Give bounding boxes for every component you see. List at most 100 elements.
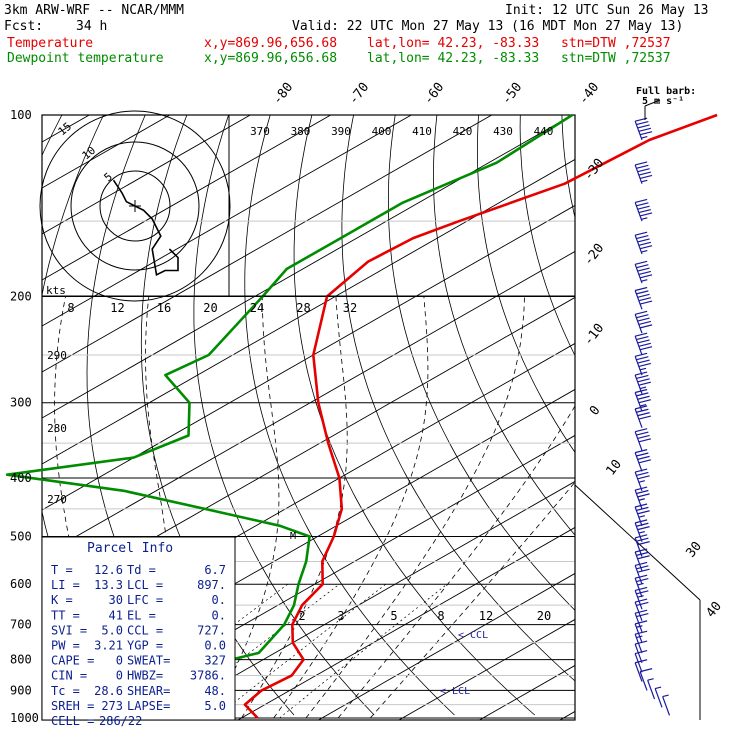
- wind-barb-shaft: [634, 314, 643, 334]
- mixing-ratio-label: 12: [479, 609, 493, 623]
- wind-barb-feather: [634, 598, 648, 603]
- wind-barb-feather: [637, 238, 650, 243]
- wind-barb-half-feather: [641, 249, 648, 253]
- isotherm-line: [398, 618, 575, 720]
- wind-barb-feather: [634, 640, 648, 645]
- wind-barb-feather: [636, 565, 649, 570]
- wind-barb: [634, 649, 648, 673]
- wind-barb: [634, 260, 653, 284]
- wind-barb-shaft: [634, 643, 643, 664]
- wind-barb-half-feather: [639, 367, 647, 371]
- ccl-marker: < CCL: [458, 630, 488, 641]
- wind-barb-feather: [636, 356, 649, 361]
- hodograph-unit: kts: [46, 284, 66, 297]
- wind-barb-feather: [634, 388, 648, 394]
- temperature-latlon: lat,lon= 42.23, -83.33: [367, 36, 540, 51]
- isotherm-line: [42, 115, 251, 235]
- parcel-row-value: 3.21: [94, 639, 123, 653]
- dry-adiabat: [477, 115, 575, 454]
- parcel-row-label: LI =: [51, 578, 80, 592]
- isotherm-label: -20: [581, 241, 607, 269]
- dewpoint-legend: Dewpoint temperature: [7, 51, 164, 66]
- wind-barb-feather: [637, 510, 650, 515]
- wind-barb-half-feather: [641, 135, 648, 139]
- wind-barb: [634, 428, 651, 451]
- parcel-row-label-2: CCL =: [127, 623, 163, 637]
- theta-left-label: 270: [47, 493, 67, 506]
- wind-barb: [634, 352, 651, 376]
- wind-barb-shaft: [634, 662, 643, 682]
- wind-barb: [634, 231, 653, 255]
- isotherm-label: -60: [421, 80, 447, 108]
- wind-barb-feather: [638, 127, 651, 132]
- parcel-row-label: CAPE =: [51, 654, 94, 668]
- wind-barb: [634, 640, 648, 664]
- isotherm-line: [237, 526, 575, 720]
- wind-barb: [647, 678, 656, 700]
- parcel-row-value: 41: [109, 608, 123, 622]
- wind-barb-feather: [638, 320, 651, 326]
- parcel-row-value: 13.3: [94, 578, 123, 592]
- wind-barb: [662, 694, 671, 716]
- wind-barb-feather: [637, 339, 650, 344]
- wind-barb-feather: [634, 534, 648, 539]
- wind-barb: [654, 686, 663, 708]
- hodograph-ring: [70, 141, 200, 271]
- parcel-row-value: 28.6: [94, 684, 123, 698]
- parcel-row-label: PW =: [51, 639, 80, 653]
- isotherm-label: -10: [581, 321, 607, 349]
- wind-barb-shaft: [634, 120, 643, 141]
- wind-barb-feather: [636, 612, 649, 618]
- isotherm-line: [157, 480, 575, 720]
- isotherm-line: [76, 434, 575, 720]
- wind-barb-feather: [636, 522, 649, 527]
- wind-barb-feather: [636, 590, 649, 595]
- theta-label: 370: [250, 125, 270, 138]
- mixed-layer-marker: M: [290, 531, 296, 542]
- wind-barb-feather: [637, 493, 650, 498]
- wind-barb-feather: [634, 405, 648, 410]
- wind-barb-feather: [634, 286, 648, 292]
- wind-barb: [634, 286, 653, 310]
- wind-barb-feather: [636, 264, 649, 269]
- wind-barb-feather: [634, 548, 648, 553]
- wind-barb-feather: [638, 399, 651, 404]
- wind-barb-feather: [636, 578, 649, 583]
- wind-barb-half-feather: [641, 279, 648, 282]
- wind-barb-feather: [637, 293, 650, 298]
- wind-barb: [634, 574, 649, 598]
- wind-barb-shaft: [634, 578, 643, 598]
- wind-barb-half-feather: [641, 217, 648, 220]
- wind-barb-feather: [637, 378, 650, 383]
- wind-barb-shaft: [647, 680, 656, 700]
- pressure-label: 300: [10, 396, 32, 410]
- barb-legend-units: 5 m s⁻¹: [642, 96, 684, 107]
- dry-adiabat: [604, 115, 740, 715]
- wind-barb-half-feather: [637, 582, 644, 586]
- wind-barb-feather: [638, 415, 651, 420]
- wind-barb-half-feather: [638, 498, 645, 501]
- hodograph-speed-label: 12: [110, 301, 124, 315]
- wind-barb-feather: [634, 468, 648, 473]
- wind-barb-feather: [637, 526, 650, 531]
- wind-barb-half-feather: [638, 480, 645, 483]
- wind-barb-feather: [639, 346, 653, 351]
- wind-barb-feather: [636, 314, 649, 319]
- lcl-marker: < LCL: [440, 686, 470, 697]
- pressure-label: 1000: [10, 711, 39, 725]
- wind-barb-feather: [634, 630, 648, 635]
- parcel-row-value-2: 3786.: [190, 669, 226, 683]
- wind-barb-feather: [636, 290, 649, 295]
- wind-barb-feather: [637, 455, 650, 460]
- wind-barb-feather: [636, 164, 649, 169]
- dry-adiabat: [193, 115, 375, 716]
- temperature-station: stn=DTW ,72537: [561, 36, 671, 51]
- wind-barb: [634, 198, 653, 222]
- isotherm-line: [479, 664, 575, 720]
- parcel-row-value-2: 327: [204, 654, 226, 668]
- parcel-info-box: Parcel Info T = 12.6 Td = 6.7 LI = 13.3 LCL = 89…: [41, 536, 236, 728]
- parcel-row-label: Tc =: [51, 684, 80, 698]
- wind-barb-feather: [636, 234, 649, 240]
